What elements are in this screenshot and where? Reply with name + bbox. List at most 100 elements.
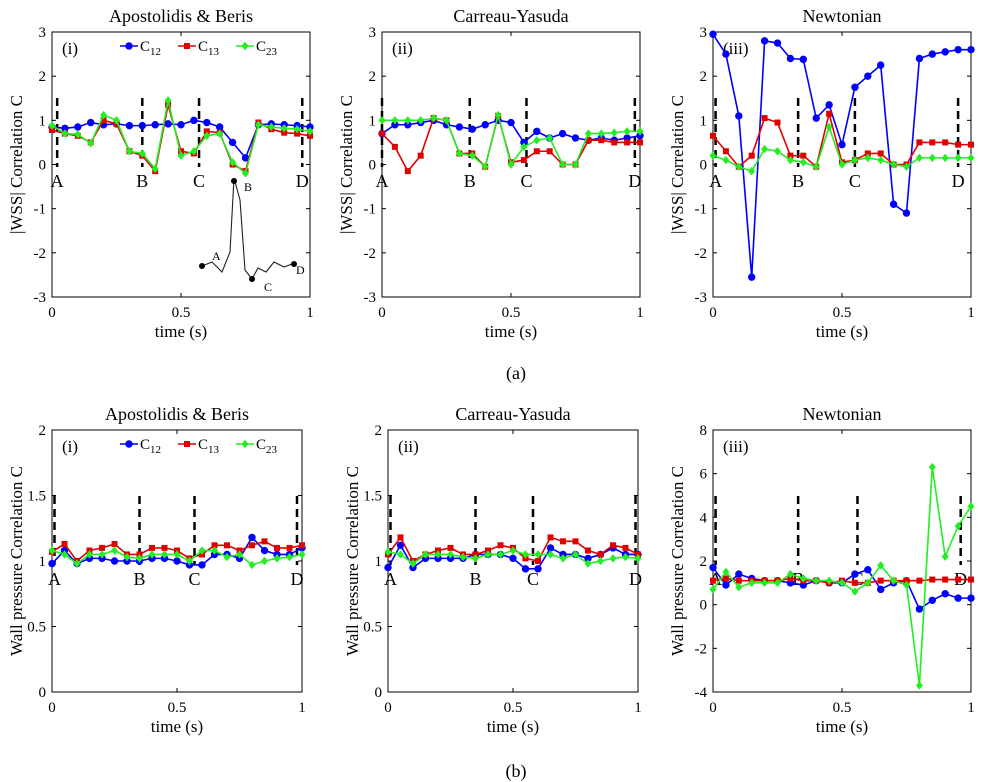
data-point-c13	[826, 110, 833, 117]
data-point-c13	[161, 544, 168, 551]
data-point-c12	[558, 129, 567, 138]
data-point-c23	[709, 151, 717, 160]
row-a-caption: (a)	[506, 363, 526, 384]
legend-marker	[125, 42, 133, 50]
data-point-c23	[722, 567, 730, 577]
data-point-c13	[224, 542, 230, 549]
inset-label-a: A	[212, 249, 221, 263]
data-point-c13	[597, 551, 604, 558]
panel-label: (i)	[62, 39, 78, 58]
chart-title: Newtonian	[803, 6, 882, 26]
data-point-c13	[404, 168, 411, 175]
data-point-c13	[165, 101, 172, 108]
phase-label-d: D	[628, 171, 641, 191]
data-point-c12	[760, 37, 769, 45]
data-point-c13	[497, 542, 504, 549]
y-tick-label: -1	[364, 202, 377, 218]
y-axis-label: Wall pressure Correlation C	[668, 466, 687, 656]
data-point-c23	[941, 552, 949, 561]
y-tick-label: -3	[34, 290, 47, 306]
x-tick-label: 0	[48, 700, 56, 716]
phase-label-c: C	[520, 171, 532, 191]
data-point-c23	[177, 151, 185, 160]
data-point-c12	[396, 541, 405, 549]
data-point-c23	[597, 129, 605, 138]
data-point-c23	[748, 578, 756, 588]
chart-panel-4: Apostolidis & Beris (i) 0 0.5 1 1.5 2 0 0.5 1 time…	[7, 404, 306, 736]
y-axis-label: |WSS| Correlation C	[337, 95, 356, 234]
data-point-c23	[610, 128, 618, 137]
panel-label: (ii)	[398, 437, 419, 456]
data-point-c12	[509, 554, 517, 563]
data-point-c13	[598, 137, 605, 144]
data-point-c23	[306, 127, 314, 136]
phase-label-b: B	[469, 569, 481, 589]
data-point-c12	[967, 45, 975, 54]
data-point-c13	[203, 128, 210, 135]
data-point-c23	[735, 583, 743, 592]
data-point-c23	[111, 546, 118, 555]
data-point-c23	[877, 155, 885, 165]
legend-label: C23	[256, 437, 278, 456]
x-tick-label: 0.5	[502, 305, 521, 321]
y-tick-label: -3	[364, 290, 377, 306]
data-point-c23	[242, 169, 249, 178]
y-axis-label: Wall pressure Correlation C	[343, 466, 362, 656]
phase-label-c: C	[188, 569, 200, 589]
data-point-c12	[521, 565, 530, 573]
data-point-c23	[186, 556, 193, 566]
data-point-c23	[559, 554, 567, 563]
data-point-c13	[610, 542, 616, 549]
y-tick-label: 2	[700, 69, 708, 85]
data-point-c12	[967, 594, 975, 602]
y-tick-label: 0	[369, 158, 377, 174]
data-point-c13	[281, 129, 288, 136]
data-point-c12	[533, 127, 541, 136]
y-tick-label: 0.5	[363, 620, 382, 636]
data-point-c13	[916, 139, 923, 146]
inset-waveform: A B C D	[199, 177, 305, 294]
data-point-c23	[443, 116, 450, 125]
x-tick-label: 1	[967, 305, 975, 321]
data-point-c23	[48, 546, 56, 555]
data-point-c13	[761, 115, 768, 122]
data-point-c12	[203, 118, 211, 127]
phase-label-d: D	[291, 569, 304, 589]
data-point-c13	[391, 143, 398, 150]
panel-label: (ii)	[392, 39, 413, 58]
data-point-c12	[110, 557, 119, 565]
data-point-c23	[123, 552, 131, 562]
x-tick-label: 1	[306, 305, 314, 321]
data-point-c13	[249, 542, 255, 549]
data-point-c23	[198, 546, 206, 555]
data-point-c23	[748, 166, 756, 176]
data-point-c13	[111, 540, 118, 547]
data-point-c12	[74, 123, 82, 131]
legend-marker	[184, 43, 190, 49]
data-point-c23	[533, 136, 541, 145]
y-axis-label: Wall pressure Correlation C	[7, 466, 26, 656]
data-point-c23	[774, 147, 781, 156]
data-point-c23	[534, 550, 542, 559]
phase-label-c: C	[193, 171, 205, 191]
y-tick-label: -1	[34, 202, 47, 218]
data-point-c13	[722, 575, 729, 582]
data-point-c13	[535, 558, 541, 564]
data-point-c23	[915, 681, 923, 690]
data-point-c23	[546, 133, 554, 143]
x-axis-label: time (s)	[816, 322, 868, 341]
legend-subscript: 13	[208, 46, 220, 58]
y-tick-label: 1	[369, 113, 377, 129]
data-point-c23	[113, 116, 120, 125]
phase-label-c: C	[849, 171, 861, 191]
legend-marker	[241, 439, 249, 449]
data-point-c12	[173, 557, 181, 565]
data-point-c23	[709, 585, 717, 594]
data-point-c12	[546, 544, 555, 552]
data-point-c23	[161, 550, 168, 559]
phase-label-b: B	[792, 171, 804, 191]
data-point-c23	[497, 550, 504, 559]
data-point-c12	[384, 563, 392, 572]
